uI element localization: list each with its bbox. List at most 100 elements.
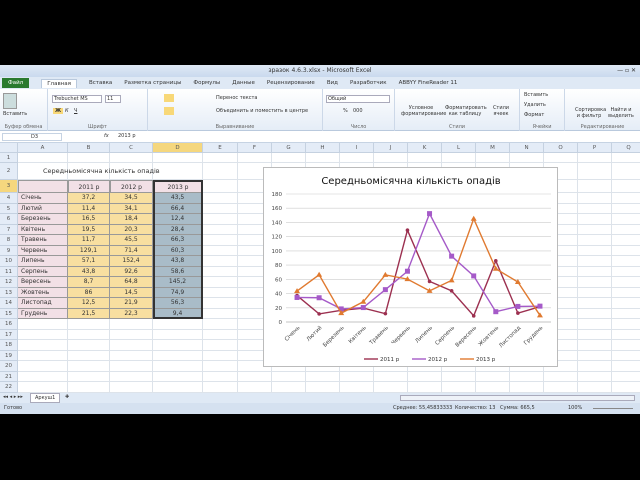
merge-center-button[interactable]: Объединить и поместить в центре	[216, 108, 309, 114]
cell[interactable]	[612, 309, 640, 319]
value-cell[interactable]: 45,5	[110, 235, 153, 246]
delete-cells-button[interactable]: Удалить	[524, 102, 546, 108]
cell[interactable]	[612, 235, 640, 246]
cell[interactable]	[153, 319, 203, 330]
find-select-button[interactable]: Найти и выделить	[608, 107, 634, 119]
font-size-select[interactable]: 11	[105, 95, 121, 103]
cell[interactable]	[612, 351, 640, 361]
ribbon-tab-5[interactable]: Данные	[232, 80, 255, 86]
cell[interactable]	[203, 382, 238, 393]
cell[interactable]	[272, 382, 306, 393]
row-header-18[interactable]: 18	[0, 340, 18, 351]
value-cell[interactable]: 22,3	[110, 308, 153, 319]
ribbon-tab-0[interactable]: Файл	[2, 78, 30, 88]
cell[interactable]	[442, 371, 476, 382]
cell[interactable]	[18, 382, 68, 393]
cell[interactable]	[203, 235, 238, 246]
column-header-L[interactable]: L	[442, 143, 476, 153]
cell[interactable]	[18, 361, 68, 372]
cell[interactable]	[612, 361, 640, 372]
cell[interactable]	[544, 329, 578, 340]
cell[interactable]	[408, 382, 442, 393]
column-header-O[interactable]: O	[544, 143, 578, 153]
cell[interactable]	[544, 371, 578, 382]
column-header-E[interactable]: E	[203, 143, 238, 153]
cell[interactable]	[544, 298, 578, 309]
cell[interactable]	[374, 153, 408, 163]
row-header-14[interactable]: 14	[0, 298, 18, 309]
value-cell[interactable]: 11,4	[68, 203, 110, 214]
cell[interactable]	[18, 340, 68, 351]
cell[interactable]	[510, 371, 544, 382]
column-header-G[interactable]: G	[272, 143, 306, 153]
value-cell[interactable]: 86	[68, 287, 110, 298]
ribbon-tab-9[interactable]: ABBYY FineReader 11	[398, 80, 458, 86]
row-header-6[interactable]: 6	[0, 214, 18, 225]
month-cell[interactable]: Квітень	[18, 224, 68, 235]
conditional-format-button[interactable]: Условное форматирование	[401, 105, 447, 117]
select-all[interactable]	[0, 143, 18, 153]
number-format-select[interactable]: Общий	[326, 95, 390, 103]
cell[interactable]	[340, 371, 374, 382]
cell[interactable]	[68, 163, 110, 180]
row-header-22[interactable]: 22	[0, 382, 18, 393]
cell[interactable]	[442, 153, 476, 163]
column-header-C[interactable]: C	[110, 143, 153, 153]
cell[interactable]	[340, 382, 374, 393]
cell[interactable]	[203, 308, 238, 319]
cell[interactable]	[544, 266, 578, 277]
cell[interactable]	[153, 350, 203, 361]
cell[interactable]	[544, 308, 578, 319]
cell[interactable]	[68, 329, 110, 340]
cell[interactable]	[18, 350, 68, 361]
cell[interactable]	[203, 361, 238, 372]
cell[interactable]	[68, 153, 110, 163]
cell[interactable]	[203, 329, 238, 340]
cell[interactable]	[68, 371, 110, 382]
thousands-button[interactable]: 000	[353, 108, 363, 114]
cell[interactable]	[612, 193, 640, 204]
bold-button[interactable]: Ж	[53, 108, 64, 114]
month-cell[interactable]: Липень	[18, 256, 68, 267]
row-header-2[interactable]: 2	[0, 163, 18, 180]
underline-button[interactable]: Ч	[74, 108, 78, 114]
fx-icon[interactable]: fx	[104, 133, 109, 139]
cell[interactable]	[203, 153, 238, 163]
month-cell[interactable]: Лютий	[18, 203, 68, 214]
cell[interactable]	[612, 319, 640, 330]
column-header-I[interactable]: I	[340, 143, 374, 153]
column-header-K[interactable]: K	[408, 143, 442, 153]
column-header-A[interactable]: A	[18, 143, 68, 153]
row-header-20[interactable]: 20	[0, 361, 18, 372]
cell[interactable]	[578, 235, 612, 246]
cell[interactable]	[578, 245, 612, 256]
format-cells-button[interactable]: Формат	[524, 112, 545, 118]
name-box[interactable]: D3	[2, 133, 62, 141]
formula-input[interactable]: 2013 р	[118, 133, 136, 139]
value-cell[interactable]: 43,8	[68, 266, 110, 277]
row-header-4[interactable]: 4	[0, 193, 18, 204]
cell[interactable]	[18, 153, 68, 163]
wrap-text-button[interactable]: Перенос текста	[216, 95, 258, 101]
value-cell[interactable]: 37,2	[68, 193, 110, 204]
value-cell[interactable]: 92,6	[110, 266, 153, 277]
cell[interactable]	[510, 382, 544, 393]
row-header-3[interactable]: 3	[0, 180, 18, 193]
cell[interactable]	[110, 153, 153, 163]
row-header-19[interactable]: 19	[0, 350, 18, 361]
cell[interactable]	[578, 214, 612, 225]
cell[interactable]	[612, 372, 640, 382]
cell[interactable]	[544, 350, 578, 361]
column-header-J[interactable]: J	[374, 143, 408, 153]
cell[interactable]	[578, 287, 612, 298]
cell[interactable]	[612, 153, 640, 163]
cell[interactable]	[578, 308, 612, 319]
horizontal-scrollbar[interactable]	[400, 395, 635, 401]
new-sheet-icon[interactable]: ✚	[65, 394, 70, 400]
align-center-icon[interactable]	[164, 107, 174, 115]
cell[interactable]	[612, 214, 640, 225]
cell[interactable]	[238, 153, 272, 163]
insert-cells-button[interactable]: Вставить	[524, 92, 549, 98]
font-name-select[interactable]: Trebuchet MS	[52, 95, 102, 103]
row-header-11[interactable]: 11	[0, 266, 18, 277]
